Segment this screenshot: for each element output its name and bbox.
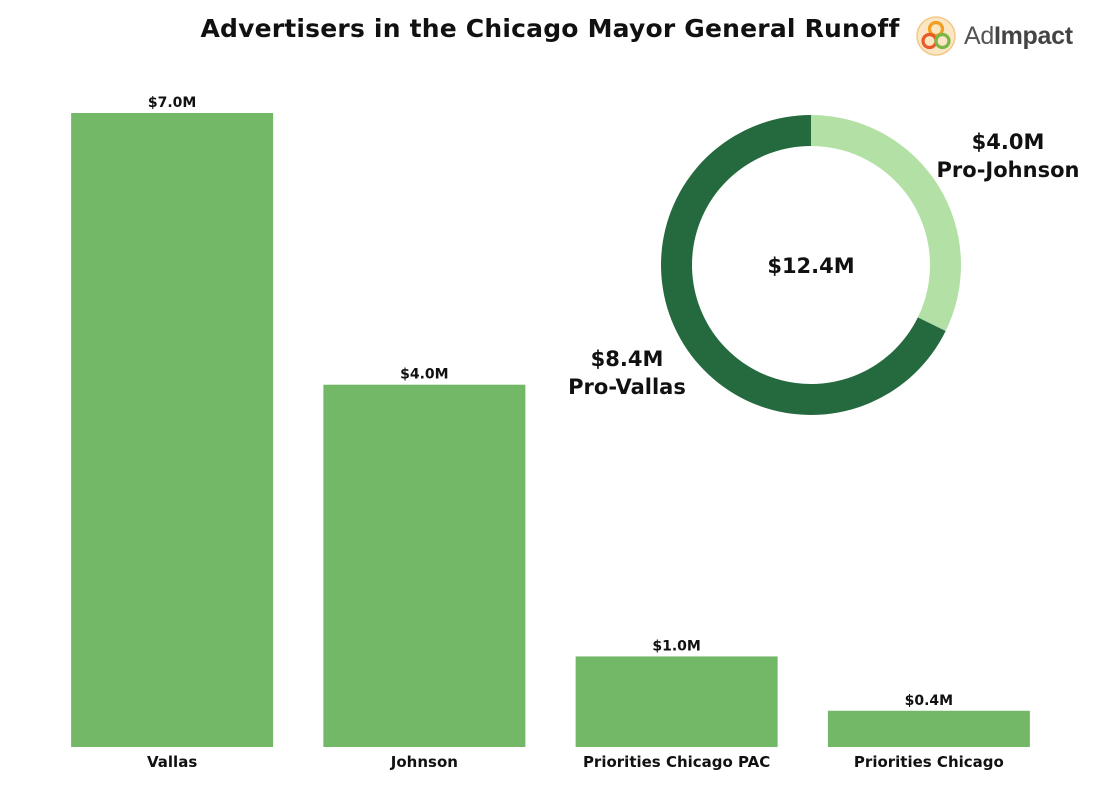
bar-priorities-chicago bbox=[827, 710, 1030, 747]
bar-value-label-johnson: $4.0M bbox=[400, 367, 448, 383]
donut-center-total: $12.4M bbox=[767, 254, 854, 278]
category-label-johnson: Johnson bbox=[390, 753, 458, 771]
category-label-priorities-chicago-pac: Priorities Chicago PAC bbox=[583, 753, 770, 771]
bar-value-label-vallas: $7.0M bbox=[148, 95, 196, 111]
donut-slice-pro-johnson bbox=[811, 115, 961, 332]
donut-name-label-pro-johnson: Pro-Johnson bbox=[937, 158, 1080, 182]
category-label-vallas: Vallas bbox=[147, 753, 197, 771]
adimpact-logo-text: AdImpact bbox=[964, 21, 1073, 50]
adimpact-logo-icon bbox=[916, 16, 956, 56]
donut-value-label-pro-johnson: $4.0M bbox=[972, 130, 1045, 154]
bar-value-label-priorities-chicago-pac: $1.0M bbox=[652, 638, 700, 654]
donut-value-label-pro-vallas: $8.4M bbox=[591, 347, 664, 371]
bar-priorities-chicago-pac bbox=[575, 656, 778, 747]
page-title: Advertisers in the Chicago Mayor General… bbox=[200, 14, 900, 43]
adimpact-logo: AdImpact bbox=[914, 14, 1073, 58]
bar-johnson bbox=[323, 384, 526, 747]
category-label-priorities-chicago: Priorities Chicago bbox=[854, 753, 1004, 771]
bar-vallas bbox=[71, 113, 274, 747]
bar-value-label-priorities-chicago: $0.4M bbox=[905, 693, 953, 709]
donut-name-label-pro-vallas: Pro-Vallas bbox=[568, 375, 686, 399]
